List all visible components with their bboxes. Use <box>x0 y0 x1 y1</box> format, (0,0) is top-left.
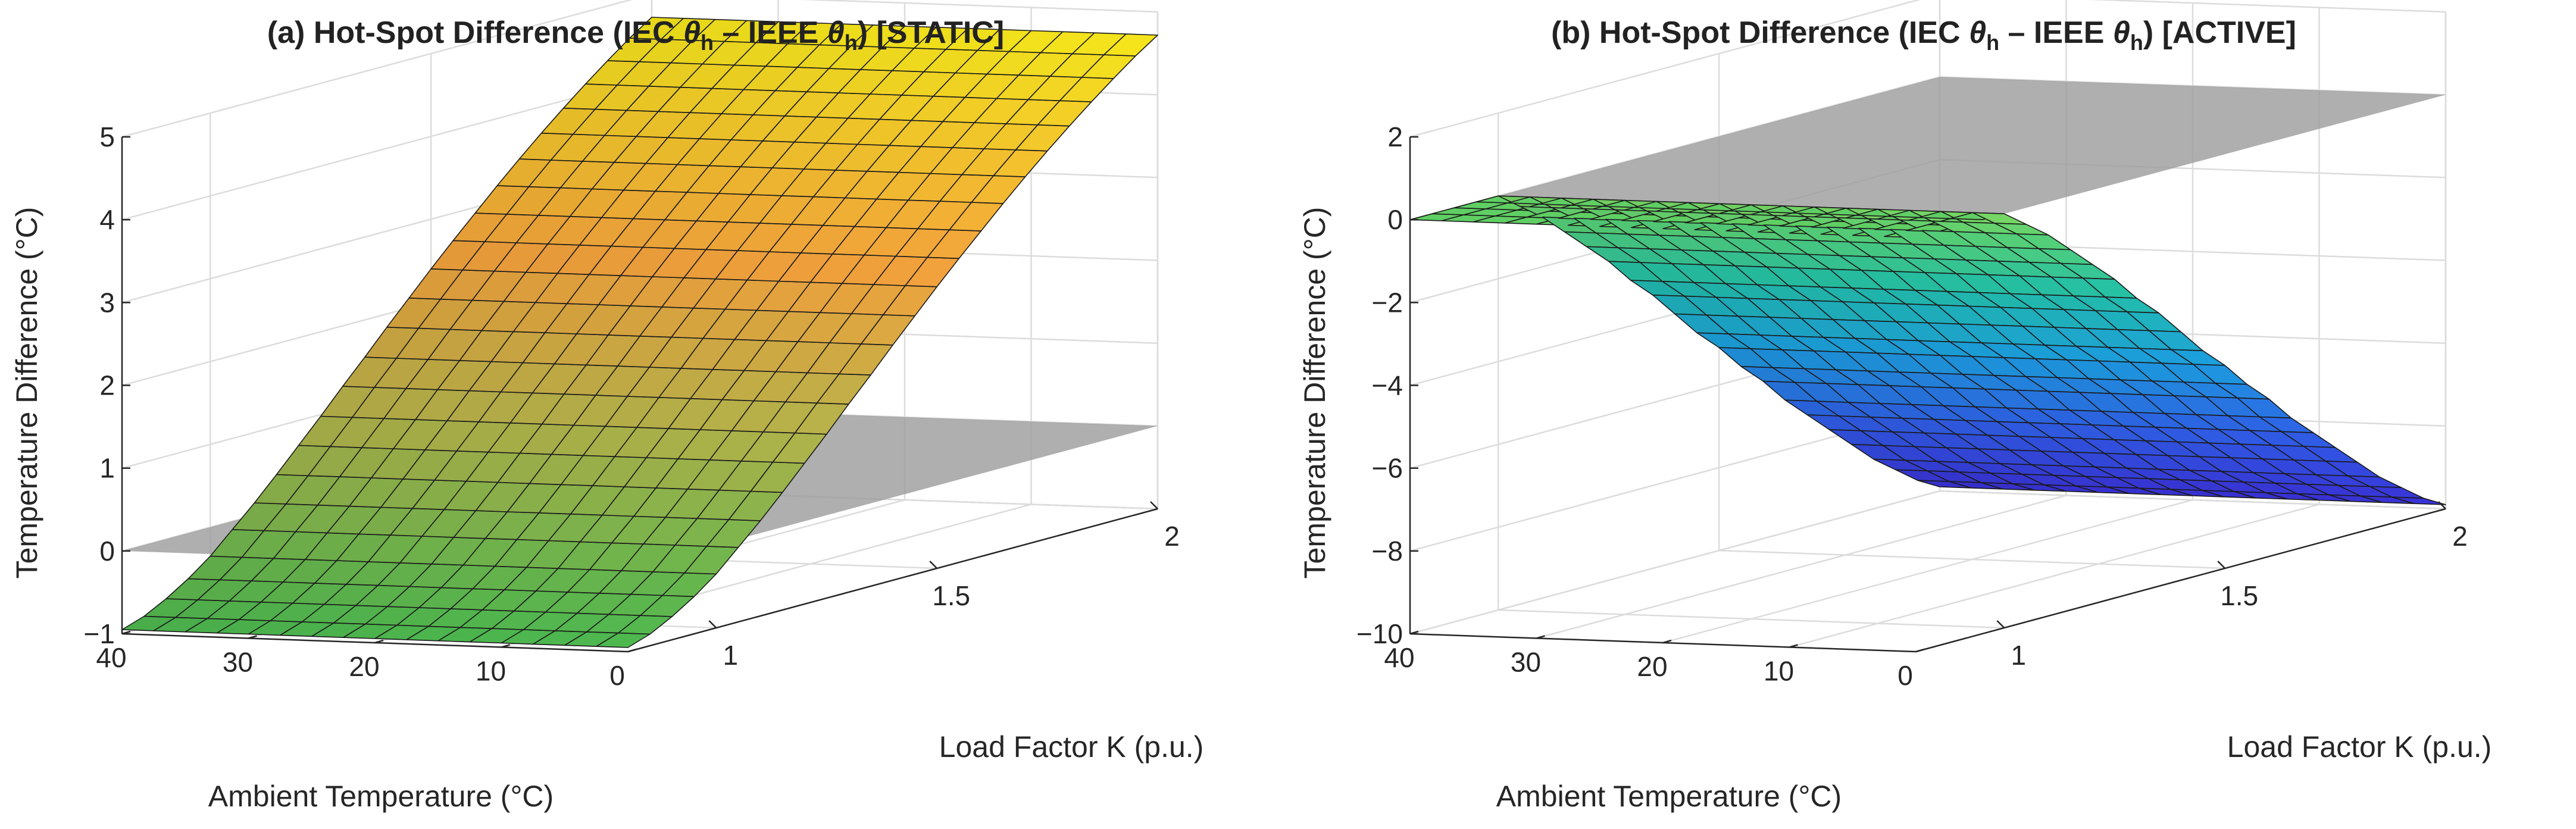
y-tick-label: 10 <box>476 656 506 687</box>
zero-plane <box>1410 77 2446 238</box>
x-tick <box>1996 620 2005 628</box>
x-tick <box>708 620 717 628</box>
theta-symbol: θ <box>683 15 701 50</box>
z-tick-label: −6 <box>1372 453 1403 484</box>
y-tick <box>248 635 257 639</box>
z-tick-label: 5 <box>99 121 115 152</box>
z-axis-label: Temperature Difference (°C) <box>10 207 43 579</box>
x-tick-label: 1.5 <box>2220 580 2258 611</box>
title-text: ) [ACTIVE] <box>2143 15 2296 50</box>
z-axis-label: Temperature Difference (°C) <box>1298 207 1331 579</box>
z-gridline <box>121 0 1158 138</box>
x-tick <box>2438 501 2446 509</box>
y-axis-label: Ambient Temperature (°C) <box>208 780 554 813</box>
theta-symbol: θ <box>1969 15 1986 50</box>
y-tick <box>1789 644 1798 648</box>
x-axis-line <box>1915 508 2446 653</box>
y-tick-label: 20 <box>1637 651 1667 682</box>
floor-edge <box>1409 490 2446 635</box>
z-gridline <box>1409 0 2446 138</box>
y-tick-label: 20 <box>349 651 379 682</box>
y-tick-label: 30 <box>1511 647 1541 678</box>
y-tick <box>121 630 131 635</box>
surface-mesh <box>121 17 1158 648</box>
x-tick <box>2217 561 2226 569</box>
theta-symbol: θ <box>2113 15 2130 50</box>
y-tick-label: 0 <box>609 660 625 691</box>
z-tick-label: 1 <box>99 453 115 484</box>
theta-subscript: h <box>701 30 714 55</box>
z-tick-label: 2 <box>1387 121 1403 152</box>
y-tick <box>501 644 510 648</box>
chart-title: (a) Hot-Spot Difference (IEC θh – IEEE θ… <box>267 15 1004 55</box>
theta-subscript: h <box>845 30 858 55</box>
y-tick-label: 0 <box>1897 660 1913 691</box>
y-tick <box>1662 639 1672 644</box>
z-tick-label: 0 <box>99 536 115 567</box>
y-tick-label: 40 <box>96 642 126 673</box>
z-tick-label: −1 <box>84 618 115 649</box>
title-text: ) [STATIC] <box>858 15 1004 50</box>
y-axis-label: Ambient Temperature (°C) <box>1496 780 1842 813</box>
z-tick-label: −2 <box>1372 287 1403 318</box>
x-tick <box>929 561 938 569</box>
x-tick-label: 1 <box>723 640 739 671</box>
z-tick-label: −8 <box>1372 536 1403 567</box>
x-axis-label: Load Factor K (p.u.) <box>2227 730 2492 764</box>
x-axis-label: Load Factor K (p.u.) <box>939 730 1204 764</box>
x-tick-label: 1 <box>2011 640 2027 671</box>
y-tick <box>1915 648 1925 653</box>
z-tick-label: −4 <box>1372 370 1403 401</box>
title-text: – IEEE <box>1999 15 2113 50</box>
theta-subscript: h <box>2130 30 2143 55</box>
y-tick-label: 40 <box>1384 642 1414 673</box>
z-tick-label: 0 <box>1387 204 1403 235</box>
y-tick <box>627 648 637 653</box>
y-tick-label: 10 <box>1764 656 1794 687</box>
z-tick-label: 4 <box>99 204 115 235</box>
z-tick-label: −10 <box>1356 618 1403 649</box>
title-text: (a) Hot-Spot Difference (IEC <box>267 15 683 50</box>
x-tick-label: 2 <box>2452 521 2468 552</box>
x-tick-label: 2 <box>1164 521 1180 552</box>
title-text: (b) Hot-Spot Difference (IEC <box>1551 15 1969 50</box>
surface-mesh <box>1409 195 2446 505</box>
y-tick <box>1536 635 1545 639</box>
y-tick <box>1409 630 1419 635</box>
x-tick-label: 1.5 <box>932 580 970 611</box>
x-tick <box>1150 501 1158 509</box>
surface-patch <box>1103 33 1158 57</box>
y-tick <box>374 639 384 644</box>
theta-subscript: h <box>1986 30 1999 55</box>
theta-symbol: θ <box>827 15 845 50</box>
title-text: – IEEE <box>714 15 827 50</box>
z-tick-label: 3 <box>99 287 115 318</box>
z-tick-label: 2 <box>99 370 115 401</box>
chart-title: (b) Hot-Spot Difference (IEC θh – IEEE θ… <box>1551 15 2296 55</box>
y-tick-label: 30 <box>223 647 253 678</box>
